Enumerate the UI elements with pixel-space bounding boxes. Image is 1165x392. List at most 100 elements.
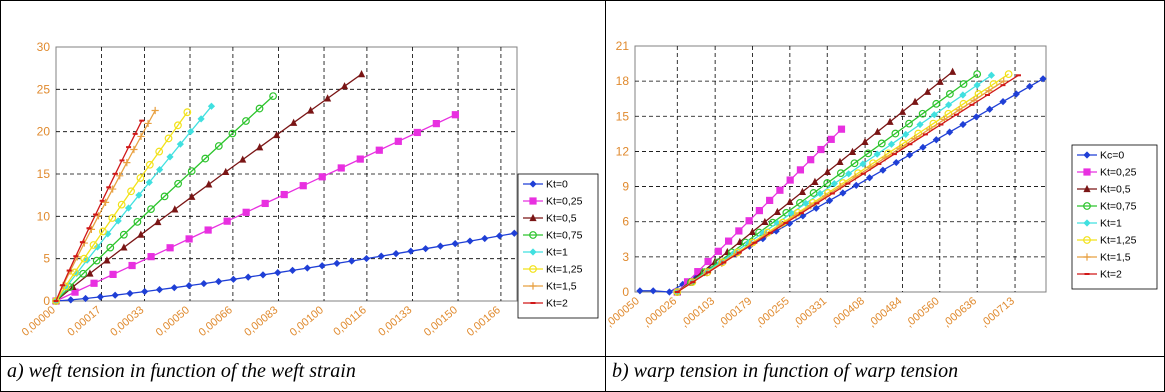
x-tick-label: 0,00166	[465, 304, 503, 339]
data-point	[318, 262, 326, 270]
data-point	[830, 180, 838, 188]
data-point	[377, 252, 385, 260]
legend-label: Kt=0,5	[1100, 184, 1131, 196]
data-point	[1000, 77, 1008, 85]
data-point	[861, 137, 869, 145]
y-tick-label: 15	[37, 167, 51, 181]
data-point	[850, 159, 859, 168]
legend-label: Kt=0,75	[546, 230, 583, 242]
legend-marker	[529, 213, 537, 222]
data-point	[714, 247, 722, 255]
data-point	[274, 269, 282, 277]
data-point	[786, 176, 794, 184]
data-point	[337, 164, 345, 172]
data-point	[823, 167, 832, 175]
data-point	[200, 279, 208, 288]
legend-marker	[529, 180, 537, 188]
legend-label: Kt=0,75	[1100, 201, 1137, 213]
data-point	[197, 115, 205, 123]
data-point	[171, 205, 179, 213]
caption-left: a) weft tension in function of the weft …	[0, 356, 606, 392]
x-tick-label: 0,00133	[376, 304, 414, 339]
data-point	[176, 140, 184, 148]
y-tick-label: 21	[616, 39, 630, 53]
legend-label: Kt=1	[1100, 218, 1122, 230]
data-point	[155, 286, 164, 294]
data-point	[877, 139, 886, 148]
data-point	[259, 271, 267, 279]
series-line	[55, 114, 456, 302]
x-tick-label: ,000713	[979, 295, 1017, 330]
data-point	[873, 127, 882, 135]
data-point	[155, 147, 164, 156]
data-point	[340, 82, 349, 90]
data-point	[333, 259, 341, 267]
data-point	[185, 282, 193, 290]
data-point	[299, 182, 307, 190]
data-point	[873, 150, 881, 158]
data-point	[239, 155, 247, 163]
data-point	[959, 120, 967, 129]
data-point	[451, 111, 459, 119]
data-point	[99, 227, 107, 236]
data-point	[665, 288, 674, 296]
data-point	[786, 197, 794, 206]
data-point	[959, 80, 968, 88]
data-point	[280, 190, 288, 199]
data-point	[944, 101, 953, 109]
data-point	[887, 140, 896, 148]
data-point	[141, 287, 149, 296]
data-point	[891, 129, 900, 138]
data-point	[255, 104, 264, 113]
data-point	[798, 187, 807, 195]
data-point	[109, 185, 117, 193]
data-point	[89, 241, 98, 249]
data-point	[919, 143, 927, 151]
data-point	[290, 118, 298, 126]
data-point	[836, 157, 844, 165]
data-point	[812, 204, 820, 212]
series-line	[55, 95, 274, 302]
data-point	[986, 105, 994, 113]
data-point	[133, 217, 142, 226]
data-point	[495, 232, 504, 240]
data-point	[71, 288, 79, 296]
data-point	[86, 269, 94, 277]
data-point	[807, 156, 815, 164]
x-tick-label: ,000255	[754, 295, 792, 330]
data-point	[103, 256, 111, 264]
x-tick-label: ,000560	[904, 295, 942, 330]
data-point	[776, 186, 784, 194]
data-point	[1026, 82, 1034, 91]
data-point	[242, 117, 250, 125]
data-point	[114, 217, 122, 225]
data-point	[694, 268, 702, 276]
data-point	[735, 227, 743, 235]
data-point	[852, 181, 860, 189]
legend-label: Kc=0	[1100, 150, 1124, 162]
data-point	[436, 242, 444, 250]
data-point	[151, 106, 159, 115]
data-point	[724, 237, 733, 245]
data-point	[886, 117, 894, 125]
data-point	[911, 97, 919, 105]
y-tick-label: 0	[43, 294, 50, 308]
data-point	[407, 247, 415, 255]
data-point	[70, 268, 79, 277]
legend-marker	[1083, 253, 1091, 261]
data-point	[745, 217, 753, 225]
legend-label: Kt=2	[1100, 269, 1122, 281]
data-point	[228, 129, 237, 138]
data-point	[223, 217, 231, 225]
series-line	[55, 120, 143, 302]
data-point	[348, 257, 356, 265]
data-point	[704, 257, 712, 266]
x-tick-label: 0,00066	[197, 304, 235, 339]
legend-marker	[529, 231, 537, 239]
data-point	[649, 287, 657, 295]
data-point	[510, 229, 518, 237]
data-point	[204, 226, 212, 234]
data-point	[422, 245, 430, 253]
weft-tension-chart: 0 5 10 15 20 25 30 0,00000 0,00017 0,00033 0,00050…	[20, 40, 599, 339]
